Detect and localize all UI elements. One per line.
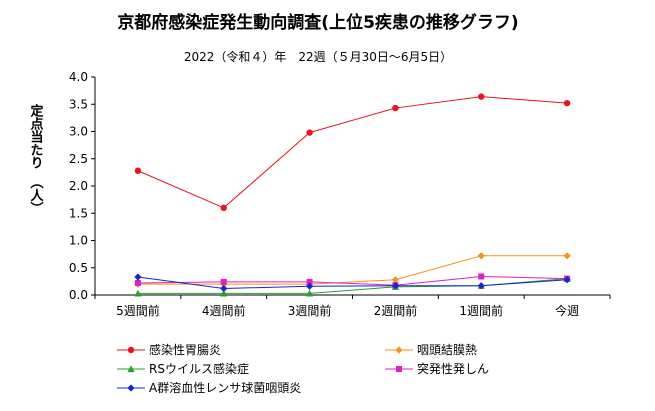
x-tick-label: 2週間前 [374, 303, 418, 318]
data-point [220, 278, 227, 285]
data-point [220, 284, 228, 293]
data-point [306, 129, 313, 136]
legend-item: 感染性胃腸炎 [117, 342, 221, 357]
x-tick-label: 3週間前 [288, 303, 332, 318]
y-tick-label: 1.5 [69, 206, 88, 220]
y-tick-label: 4.0 [69, 70, 88, 84]
legend-item: 咽頭結膜熱 [385, 343, 477, 357]
y-tick-label: 2.0 [69, 179, 88, 193]
y-tick-labels: 0.0 0.5 1.0 1.5 2.0 2.5 3.0 3.5 4.0 [69, 70, 88, 302]
legend-marker [127, 346, 135, 354]
y-tick-label: 0.5 [69, 261, 88, 275]
y-tick-label: 3.0 [69, 125, 88, 139]
series-line [137, 275, 568, 286]
data-point [305, 289, 314, 297]
series [134, 273, 571, 293]
data-point [391, 276, 400, 284]
legend-marker [395, 346, 403, 354]
data-point [220, 289, 228, 297]
series-line [137, 276, 568, 289]
y-tick-label: 3.5 [69, 97, 88, 111]
data-point [305, 282, 314, 290]
legend-item: A群溶血性レンサ球菌咽頭炎 [117, 380, 301, 395]
data-point [392, 104, 399, 112]
chart-title: 京都府感染症発生動向調査(上位5疾患の推移グラフ) [117, 12, 518, 33]
data-point [563, 252, 571, 260]
data-point [134, 289, 142, 297]
data-point [306, 278, 313, 285]
legend-item: RSウイルス感染症 [117, 361, 249, 376]
legend-label: 咽頭結膜熱 [417, 343, 477, 357]
x-tick-label: 今週 [555, 303, 579, 318]
data-point [563, 99, 571, 107]
data-point [477, 282, 485, 290]
data-point [477, 252, 485, 260]
x-tick-labels: 5週間前 4週間前 3週間前 2週間前 1週間前 今週 [116, 303, 579, 318]
data-point [391, 282, 400, 290]
chart-subtitle: 2022（令和４）年 22週（５月30日～6月5日） [184, 49, 452, 64]
y-tick-label: 0.0 [69, 288, 88, 302]
legend-label: RSウイルス感染症 [149, 361, 249, 376]
data-point [220, 204, 227, 211]
legend-item: 突発性発しん [385, 361, 489, 376]
legend-marker [127, 384, 135, 392]
y-tick-label: 1.0 [69, 234, 88, 248]
data-point [478, 93, 485, 100]
legend-marker [396, 366, 402, 372]
series [134, 93, 571, 211]
legend-label: 突発性発しん [417, 361, 489, 376]
data-point [134, 280, 141, 287]
legend-label: 感染性胃腸炎 [149, 342, 221, 357]
data-point [134, 273, 142, 281]
y-tick-label: 2.5 [69, 152, 88, 166]
axes [91, 76, 611, 299]
data-point [563, 276, 571, 284]
y-axis-label: 定点当たり （人） [28, 103, 45, 214]
series-line [137, 255, 568, 285]
legend-label: A群溶血性レンサ球菌咽頭炎 [149, 380, 301, 395]
data-point [478, 273, 485, 280]
x-tick-label: 5週間前 [116, 303, 160, 318]
legend: 感染性胃腸炎 咽頭結膜熱 RSウイルス感染症 突発性発しん A群溶血性レンサ球菌咽頭炎 [117, 342, 489, 395]
series-layer [134, 93, 571, 297]
data-point [134, 167, 142, 174]
series-line [137, 96, 568, 209]
x-tick-label: 4週間前 [202, 303, 246, 318]
x-tick-label: 1週間前 [459, 303, 503, 318]
legend-marker [127, 365, 135, 373]
